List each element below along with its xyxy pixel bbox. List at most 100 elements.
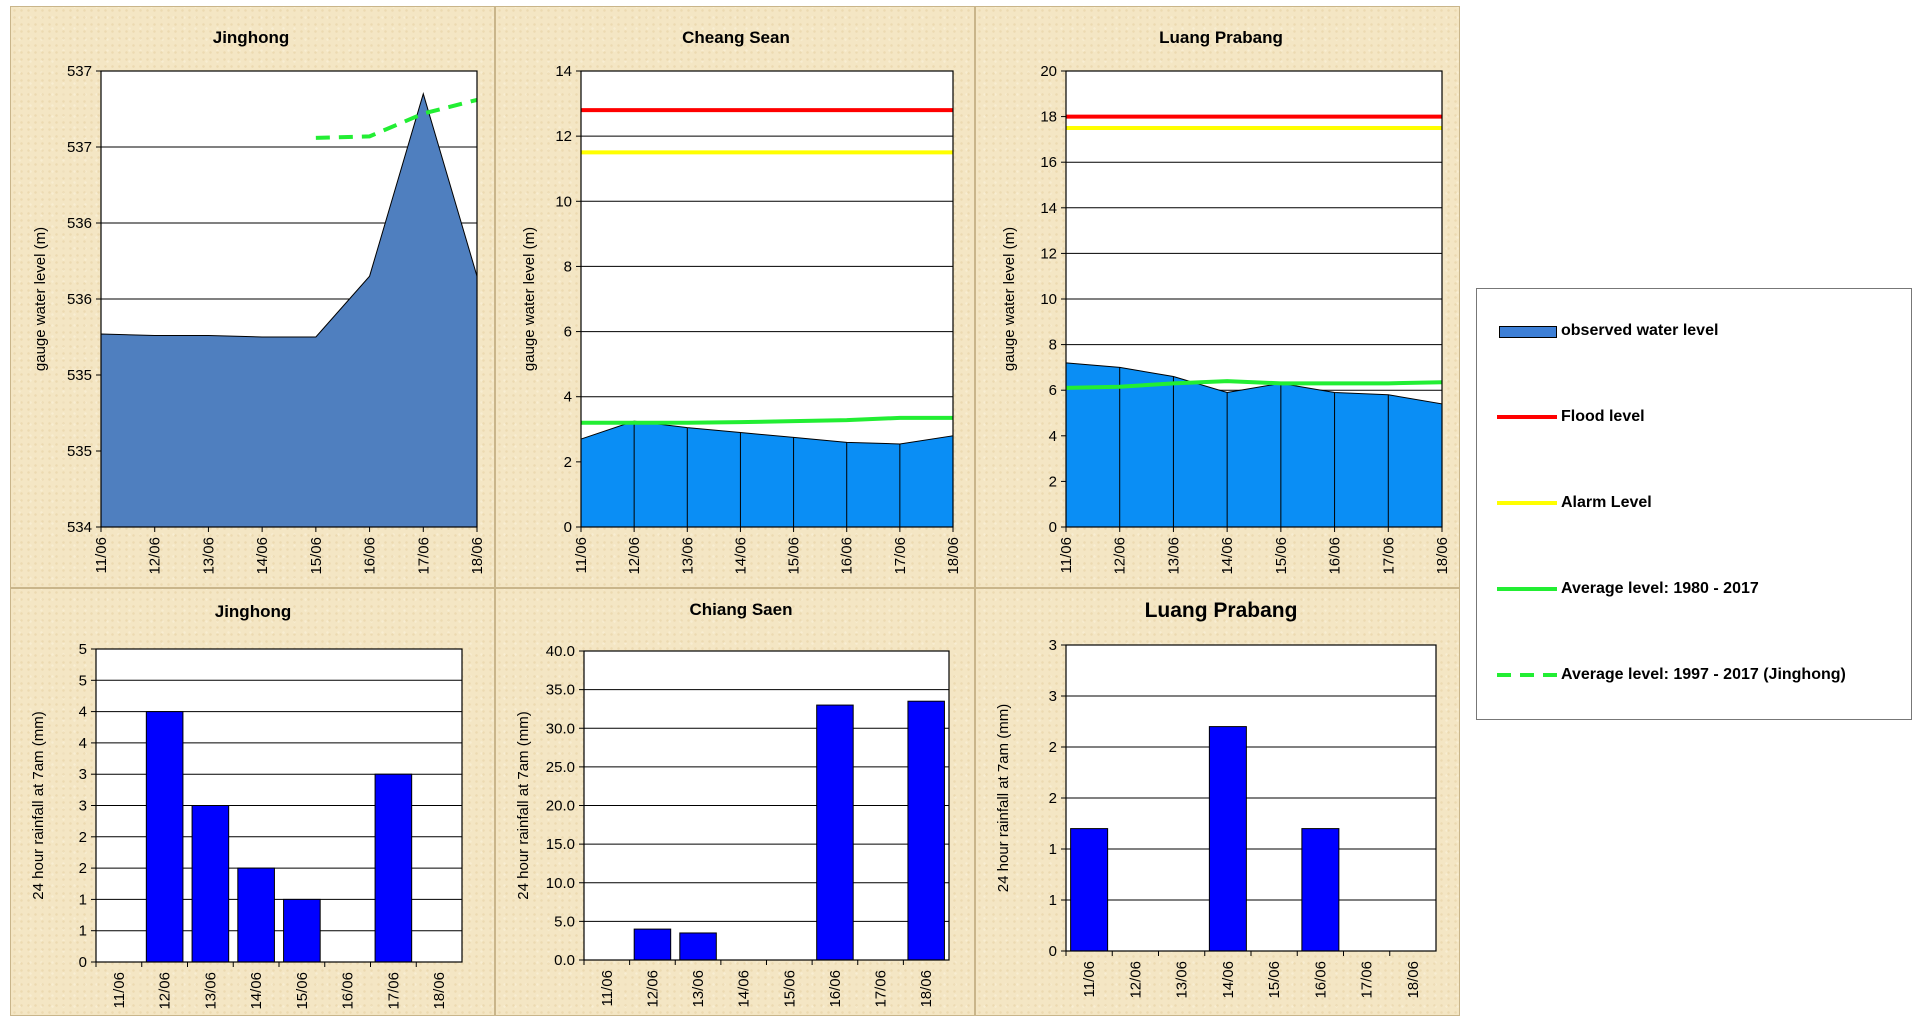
y-axis-label: 24 hour rainfall at 7am (mm) bbox=[30, 711, 47, 899]
legend-label-average: Average level: 1980 - 2017 bbox=[1561, 580, 1759, 597]
y-tick-label: 4 bbox=[1049, 428, 1057, 445]
series-line-average-jinghong bbox=[315, 97, 478, 140]
legend-swatch-average bbox=[1497, 579, 1557, 599]
x-tick-label: 18/06 bbox=[1405, 961, 1422, 999]
y-tick-label: 0 bbox=[1049, 943, 1057, 960]
x-tick-label: 18/06 bbox=[469, 537, 486, 575]
x-tick-label: 16/06 bbox=[1312, 961, 1329, 999]
x-tick-label: 16/06 bbox=[340, 972, 357, 1010]
y-axis-label: gauge water level (m) bbox=[521, 227, 538, 371]
y-tick-label: 534 bbox=[67, 519, 92, 536]
bar bbox=[907, 700, 945, 961]
x-tick-label: 18/06 bbox=[431, 972, 448, 1010]
x-tick-label: 16/06 bbox=[1327, 537, 1344, 575]
y-tick-label: 3 bbox=[1049, 637, 1057, 654]
x-tick-label: 13/06 bbox=[202, 972, 219, 1010]
y-tick-label: 10 bbox=[1040, 291, 1057, 308]
y-tick-label: 12 bbox=[555, 128, 572, 145]
x-tick-label: 13/06 bbox=[1165, 537, 1182, 575]
y-tick-label: 25.0 bbox=[546, 759, 575, 776]
x-tick-label: 12/06 bbox=[157, 972, 174, 1010]
x-tick-label: 14/06 bbox=[732, 537, 749, 575]
y-tick-label: 536 bbox=[67, 215, 92, 232]
y-tick-label: 5 bbox=[79, 672, 87, 689]
y-tick-label: 535 bbox=[67, 367, 92, 384]
x-tick-label: 18/06 bbox=[918, 970, 935, 1008]
x-tick-label: 15/06 bbox=[294, 972, 311, 1010]
chart-panel-chiang-saen-rainfall: 11/06 12/06 13/06 14/06 15/06 16/06 17/06 18/06… bbox=[495, 588, 975, 1016]
legend-item-average: Average level: 1980 - 2017 bbox=[1497, 579, 1759, 599]
y-axis-label: gauge water level (m) bbox=[32, 227, 49, 371]
series-line-average bbox=[581, 415, 953, 425]
y-tick-label: 2 bbox=[79, 829, 87, 846]
y-tick-label: 16 bbox=[1040, 154, 1057, 171]
legend-label-observed: observed water level bbox=[1561, 322, 1719, 339]
chart-title: Luang Prabang bbox=[1159, 28, 1283, 47]
chart-title: Jinghong bbox=[215, 602, 291, 621]
x-tick-label: 15/06 bbox=[781, 970, 798, 1008]
y-tick-label: 40.0 bbox=[546, 643, 575, 660]
x-tick-label: 15/06 bbox=[1273, 537, 1290, 575]
legend-label-average-jinghong: Average level: 1997 - 2017 (Jinghong) bbox=[1561, 666, 1846, 683]
x-tick-label: 18/06 bbox=[945, 537, 962, 575]
y-tick-label: 8 bbox=[1049, 337, 1057, 354]
y-tick-label: 0 bbox=[1049, 519, 1057, 536]
y-tick-label: 1 bbox=[1049, 892, 1057, 909]
chart-panel-jinghong-level: 11/06 12/06 13/06 14/06 15/06 16/06 17/06 18/06… bbox=[10, 6, 495, 588]
chart-panel-luang-prabang-rainfall: 11/06 12/06 13/06 14/06 15/06 16/06 17/06 18/06… bbox=[975, 588, 1460, 1016]
chart-chiang-saen-rainfall: 11/06 12/06 13/06 14/06 15/06 16/06 17/06 18/06… bbox=[515, 600, 950, 1008]
x-tick-label: 11/06 bbox=[93, 537, 110, 573]
bar bbox=[374, 773, 413, 963]
bar bbox=[679, 932, 717, 961]
y-tick-label: 3 bbox=[79, 766, 87, 783]
y-tick-label: 8 bbox=[564, 258, 572, 275]
x-tick-label: 11/06 bbox=[1058, 537, 1075, 573]
x-tick-label: 17/06 bbox=[415, 537, 432, 575]
x-tick-label: 13/06 bbox=[679, 537, 696, 575]
y-tick-label: 10.0 bbox=[546, 875, 575, 892]
chart-title: Cheang Sean bbox=[682, 28, 790, 47]
bar bbox=[237, 867, 275, 963]
chart-title: Jinghong bbox=[213, 28, 289, 47]
x-tick-label: 18/06 bbox=[1434, 537, 1451, 575]
y-tick-label: 4 bbox=[564, 389, 572, 406]
series-line-average bbox=[1065, 379, 1443, 390]
x-tick-label: 12/06 bbox=[1127, 961, 1144, 999]
x-tick-label: 17/06 bbox=[385, 972, 402, 1010]
chart-jinghong-rainfall: 11/06 12/06 13/06 14/06 15/06 16/06 17/06 18/06… bbox=[30, 602, 463, 1010]
chart-panel-cheang-sean-level: 11/06 12/06 13/06 14/06 15/06 16/06 17/06 18/06… bbox=[495, 6, 975, 588]
legend-swatch-average-jinghong bbox=[1497, 665, 1557, 685]
x-tick-label: 14/06 bbox=[1220, 961, 1237, 999]
legend-label-alarm: Alarm Level bbox=[1561, 494, 1652, 511]
chart-jinghong-level: 11/06 12/06 13/06 14/06 15/06 16/06 17/06 18/06… bbox=[32, 28, 486, 575]
chart-cheang-sean-level: 11/06 12/06 13/06 14/06 15/06 16/06 17/06 18/06… bbox=[521, 28, 962, 575]
y-tick-label: 4 bbox=[79, 735, 87, 752]
y-axis-label: 24 hour rainfall at 7am (mm) bbox=[515, 711, 532, 899]
legend-item-flood: Flood level bbox=[1497, 407, 1645, 427]
x-tick-label: 15/06 bbox=[786, 537, 803, 575]
bar bbox=[633, 928, 672, 961]
bar bbox=[1070, 828, 1109, 952]
plot-frame bbox=[580, 70, 954, 528]
x-tick-label: 12/06 bbox=[644, 970, 661, 1008]
y-axis-label: 24 hour rainfall at 7am (mm) bbox=[995, 704, 1012, 892]
y-axis-label: gauge water level (m) bbox=[1001, 227, 1018, 371]
x-tick-label: 15/06 bbox=[308, 537, 325, 575]
chart-panel-luang-prabang-level: 11/06 12/06 13/06 14/06 15/06 16/06 17/06 18/06… bbox=[975, 6, 1460, 588]
legend-item-observed: observed water level bbox=[1497, 321, 1718, 341]
x-tick-label: 14/06 bbox=[248, 972, 265, 1010]
y-tick-label: 1 bbox=[79, 891, 87, 908]
bar bbox=[1208, 726, 1247, 952]
y-tick-label: 10 bbox=[555, 193, 572, 210]
legend-item-average-jinghong: Average level: 1997 - 2017 (Jinghong) bbox=[1497, 665, 1846, 685]
y-tick-label: 2 bbox=[79, 860, 87, 877]
y-tick-label: 12 bbox=[1040, 245, 1057, 262]
bar bbox=[145, 711, 184, 963]
bar bbox=[1301, 828, 1340, 952]
x-tick-label: 16/06 bbox=[362, 537, 379, 575]
y-tick-label: 1 bbox=[79, 923, 87, 940]
x-tick-label: 17/06 bbox=[1380, 537, 1397, 575]
x-tick-label: 16/06 bbox=[839, 537, 856, 575]
x-tick-label: 17/06 bbox=[1359, 961, 1376, 999]
y-tick-label: 14 bbox=[1040, 200, 1057, 217]
